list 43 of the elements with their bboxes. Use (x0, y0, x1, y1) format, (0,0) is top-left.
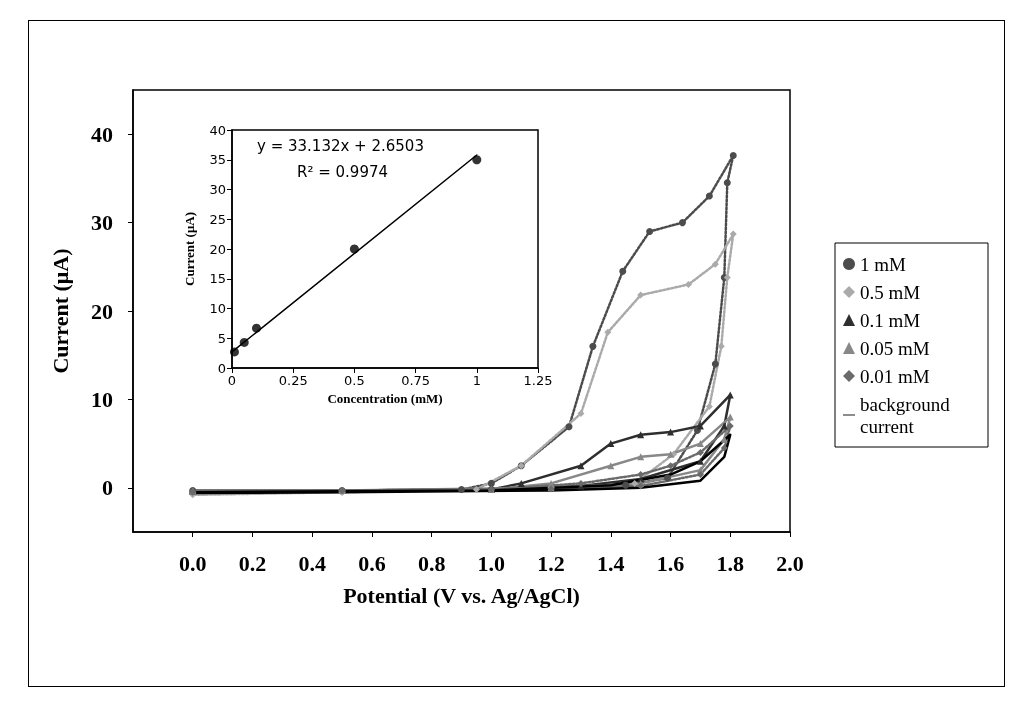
x-tick-label: 0.4 (298, 550, 326, 576)
x-axis-title: Potential (V vs. Ag/AgCl) (343, 582, 580, 608)
legend-label: 0.1 mM (860, 309, 921, 331)
y-tick-label: 25 (209, 211, 226, 227)
legend-label: 0.05 mM (860, 337, 930, 359)
x-axis-title: Concentration (mM) (327, 390, 443, 406)
y-tick-label: 20 (91, 298, 113, 324)
y-tick-label: 0 (102, 475, 113, 501)
y-tick-label: 15 (209, 271, 226, 287)
x-tick-label: 1.6 (656, 550, 685, 576)
legend-label: 0.01 mM (860, 365, 930, 387)
y-tick-label: 35 (209, 152, 226, 168)
y-axis-title: Current (μA) (47, 248, 73, 374)
y-tick-label: 20 (209, 241, 226, 257)
x-tick-label: 1.4 (597, 550, 625, 576)
x-tick-label: 0 (227, 373, 237, 388)
y-tick-label: 10 (91, 386, 113, 412)
x-tick-label: 1.0 (477, 550, 506, 576)
y-axis-title: Current (μA) (182, 212, 197, 286)
annotation: R² = 0.9974 (297, 162, 389, 181)
x-tick-label: 0.0 (178, 550, 207, 576)
x-tick-label: 0.8 (417, 550, 446, 576)
annotation: y = 33.132x + 2.6503 (257, 136, 424, 155)
x-tick-label: 1.8 (716, 550, 745, 576)
x-tick-label: 1.2 (537, 550, 565, 576)
x-tick-label: 1.25 (523, 373, 553, 388)
legend-label: 0.5 mM (860, 281, 921, 303)
legend-label: background current (860, 393, 955, 437)
y-tick-label: 10 (209, 301, 226, 316)
y-tick-label: 30 (209, 182, 226, 197)
x-tick-label: 0.5 (344, 373, 365, 388)
x-tick-label: 2.0 (776, 550, 804, 576)
y-tick-label: 0 (217, 360, 226, 376)
y-tick-label: 40 (209, 122, 226, 138)
y-tick-label: 30 (91, 210, 113, 236)
y-tick-label: 40 (91, 121, 113, 147)
legend-label: 1 mM (860, 253, 907, 275)
x-tick-label: 0.25 (278, 373, 308, 388)
x-tick-label: 1 (472, 373, 481, 388)
x-tick-label: 0.75 (401, 373, 431, 388)
y-tick-label: 5 (217, 330, 226, 346)
x-tick-label: 0.6 (358, 550, 386, 576)
x-tick-label: 0.2 (238, 550, 267, 576)
